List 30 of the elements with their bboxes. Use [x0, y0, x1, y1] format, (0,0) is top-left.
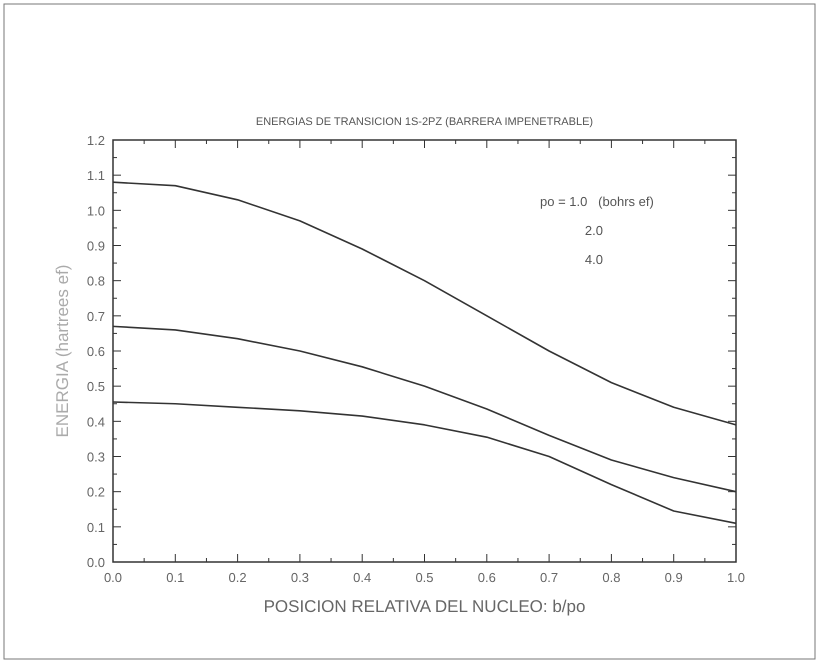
- y-tick-label: 1.1: [86, 168, 105, 184]
- x-tick-label: 0.5: [415, 570, 434, 585]
- x-tick-label: 0.2: [228, 570, 247, 585]
- x-tick-label: 0.7: [540, 570, 558, 585]
- x-tick-label: 0.9: [664, 570, 683, 585]
- y-tick-label: 0.4: [86, 414, 105, 430]
- x-tick-label: 0.0: [104, 570, 122, 585]
- annotation: po = 1.0 (bohrs ef): [540, 194, 654, 209]
- y-tick-label: 0.9: [86, 238, 105, 254]
- chart-title: ENERGIAS DE TRANSICION 1S-2PZ (BARRERA IMPENETRABLE): [256, 116, 594, 128]
- y-tick-label: 0.5: [86, 379, 105, 394]
- y-axis-title: ENERGIA (hartrees ef): [53, 264, 72, 438]
- y-tick-label: 0.1: [86, 520, 105, 535]
- y-tick-label: 0.8: [86, 274, 105, 289]
- y-tick-label: 0.0: [86, 555, 105, 570]
- x-tick-label: 0.4: [353, 570, 372, 585]
- y-tick-label: 0.3: [86, 450, 105, 464]
- x-tick-label: 0.3: [290, 570, 309, 585]
- y-tick-label: 0.7: [86, 308, 105, 324]
- y-tick-label: 0.6: [86, 344, 105, 359]
- x-axis-title: POSICION RELATIVA DEL NUCLEO: b/po: [264, 597, 586, 616]
- x-tick-label: 1.0: [726, 570, 746, 585]
- annotation: 2.0: [584, 223, 603, 238]
- y-tick-label: 0.2: [86, 484, 105, 500]
- y-tick-label: 1.0: [86, 203, 105, 218]
- x-tick-label: 0.8: [602, 570, 620, 585]
- annotation: 4.0: [584, 252, 603, 267]
- x-tick-label: 0.1: [166, 570, 184, 585]
- x-tick-label: 0.6: [478, 570, 496, 585]
- y-tick-label: 1.2: [86, 133, 105, 148]
